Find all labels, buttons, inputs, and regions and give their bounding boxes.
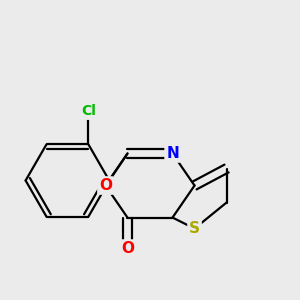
Text: S: S xyxy=(189,221,200,236)
Text: Cl: Cl xyxy=(81,104,96,118)
Text: N: N xyxy=(166,146,179,161)
Text: O: O xyxy=(121,241,134,256)
Text: O: O xyxy=(99,178,112,193)
